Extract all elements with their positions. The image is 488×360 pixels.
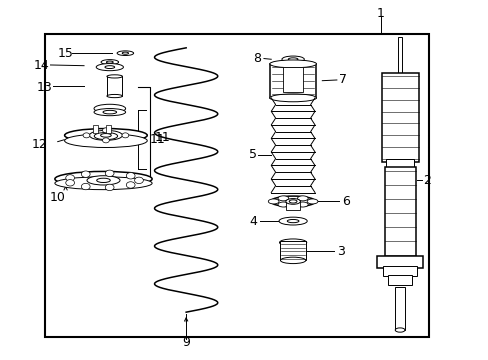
Ellipse shape: [106, 61, 113, 63]
Ellipse shape: [94, 104, 125, 113]
Text: 4: 4: [249, 215, 257, 228]
Ellipse shape: [122, 52, 128, 54]
Text: 10: 10: [49, 191, 65, 204]
Ellipse shape: [117, 51, 133, 55]
Bar: [93, 125, 98, 133]
Circle shape: [65, 180, 74, 186]
Ellipse shape: [107, 75, 122, 78]
Circle shape: [65, 175, 74, 181]
Circle shape: [81, 171, 90, 177]
Ellipse shape: [94, 132, 117, 140]
Text: 1: 1: [376, 8, 384, 21]
Bar: [106, 125, 111, 133]
Ellipse shape: [282, 61, 304, 67]
Circle shape: [105, 170, 114, 176]
Circle shape: [126, 172, 135, 179]
Circle shape: [102, 138, 109, 143]
Bar: [107, 76, 122, 96]
Text: 6: 6: [341, 195, 349, 208]
Text: 5: 5: [248, 148, 256, 162]
Ellipse shape: [97, 178, 110, 183]
Ellipse shape: [55, 171, 152, 186]
Bar: [286, 201, 299, 210]
Bar: [280, 241, 305, 260]
Ellipse shape: [287, 220, 298, 223]
Text: 14: 14: [34, 59, 49, 72]
Bar: [381, 73, 418, 162]
Bar: [269, 64, 316, 98]
Bar: [382, 266, 416, 276]
Ellipse shape: [306, 199, 317, 204]
Circle shape: [83, 133, 90, 138]
Ellipse shape: [297, 202, 307, 207]
Bar: [384, 167, 415, 258]
Circle shape: [102, 128, 109, 133]
Text: 15: 15: [57, 47, 73, 60]
Ellipse shape: [282, 56, 304, 63]
Ellipse shape: [269, 60, 316, 68]
Ellipse shape: [105, 66, 115, 68]
Bar: [386, 158, 413, 167]
Circle shape: [134, 177, 143, 184]
Circle shape: [126, 182, 135, 188]
Ellipse shape: [269, 94, 316, 102]
Ellipse shape: [268, 199, 279, 204]
Bar: [45, 33, 428, 337]
Ellipse shape: [279, 217, 306, 225]
Bar: [376, 256, 423, 267]
Text: 11: 11: [154, 131, 170, 144]
Bar: [387, 275, 411, 285]
Ellipse shape: [285, 199, 300, 204]
Text: 9: 9: [182, 336, 190, 349]
Circle shape: [105, 184, 114, 190]
Ellipse shape: [287, 58, 297, 61]
Ellipse shape: [270, 196, 315, 207]
Ellipse shape: [101, 60, 118, 64]
Ellipse shape: [279, 239, 306, 246]
Text: 12: 12: [32, 138, 47, 151]
Circle shape: [122, 133, 128, 138]
Ellipse shape: [55, 177, 152, 190]
Text: 3: 3: [336, 245, 344, 258]
Ellipse shape: [103, 111, 116, 114]
Ellipse shape: [278, 196, 288, 201]
Ellipse shape: [87, 176, 120, 185]
Bar: [397, 37, 401, 73]
Ellipse shape: [107, 94, 122, 98]
Bar: [394, 287, 404, 330]
Ellipse shape: [64, 134, 147, 148]
Ellipse shape: [297, 196, 307, 201]
Text: 13: 13: [37, 81, 52, 94]
Ellipse shape: [64, 129, 147, 142]
Ellipse shape: [94, 109, 125, 116]
Ellipse shape: [288, 200, 296, 203]
Ellipse shape: [101, 134, 111, 137]
Ellipse shape: [394, 328, 404, 332]
Circle shape: [81, 183, 90, 190]
Text: 7: 7: [339, 73, 346, 86]
Ellipse shape: [89, 130, 122, 140]
Ellipse shape: [278, 202, 288, 207]
Text: 2: 2: [422, 174, 430, 186]
Ellipse shape: [96, 64, 123, 71]
Text: 8: 8: [253, 52, 261, 65]
Ellipse shape: [280, 257, 305, 264]
Bar: [283, 67, 302, 93]
Text: 11: 11: [149, 134, 165, 147]
